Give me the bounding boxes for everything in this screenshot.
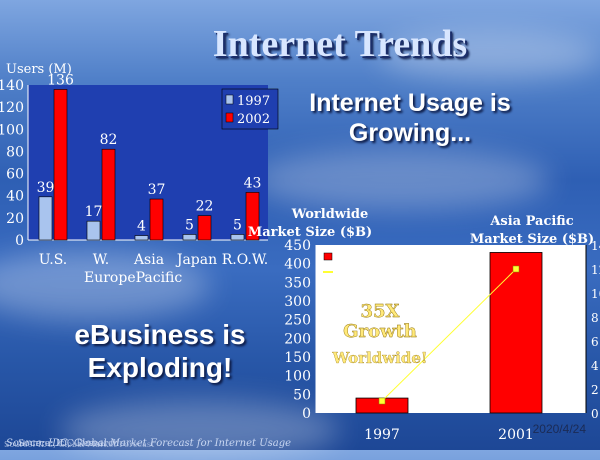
users-x-tick-label: R.O.W. (222, 252, 269, 268)
market-line-asia-pacific (381, 268, 517, 402)
market-size-chart: 0 50 100 150 200 250 300 350 400 450 0 2 4 6 8 10 12 14 Wo… (248, 207, 600, 443)
users-x-tick-label: Asia (133, 252, 164, 268)
market-left-tick-label: 450 (284, 238, 311, 254)
users-bar-1997 (182, 234, 197, 241)
market-right-tick-label: 10 (591, 287, 600, 301)
users-bar-2002 (197, 215, 212, 241)
market-left-tick-label: 50 (293, 387, 311, 403)
users-bar-1997 (86, 220, 101, 241)
users-y-tick-label: 0 (15, 233, 24, 249)
users-y-tick-label: 140 (0, 78, 24, 94)
users-y-tick-label: 40 (6, 189, 24, 205)
market-legend-label: Worldwide (336, 250, 401, 264)
market-right-tick-label: 0 (591, 407, 599, 421)
users-value-label: 82 (100, 132, 118, 148)
users-x-tick-label: W. (93, 252, 109, 268)
market-line-marker (378, 397, 386, 405)
market-left-tick-label: 200 (284, 331, 311, 347)
market-right-tick-label: 12 (591, 263, 600, 277)
market-left-tick-label: 150 (284, 350, 311, 366)
users-legend-swatch-2002 (225, 112, 234, 123)
users-x-tick-label: U.S. (39, 252, 68, 268)
users-bar-1997 (230, 234, 245, 241)
market-left-title-line2: Market Size ($B) (248, 225, 372, 240)
market-right-title-line2: Market Size ($B) (470, 232, 594, 247)
usage-headline: Internet Usage is Growing... (309, 89, 511, 147)
market-right-tick-label: 8 (591, 311, 599, 325)
slide-title: Internet Trends (212, 23, 468, 65)
users-value-label: 4 (137, 219, 146, 235)
market-left-tick-label: 250 (284, 313, 311, 329)
users-legend-label: 1997 (237, 94, 270, 109)
users-value-label: 22 (196, 199, 214, 215)
market-right-tick-label: 14 (591, 239, 600, 253)
users-value-label: 43 (244, 175, 262, 191)
market-left-title-line1: Worldwide (291, 207, 369, 222)
market-right-tick-label: 2 (591, 383, 599, 397)
users-bar-2002 (53, 89, 68, 241)
market-left-tick-label: 350 (284, 275, 311, 291)
market-x-tick-label: 1997 (364, 427, 400, 443)
ebusiness-headline: eBusiness is Exploding! (74, 319, 246, 383)
market-x-tick-label: 2001 (498, 427, 534, 443)
users-bar-2002 (101, 148, 116, 241)
market-line-marker (512, 265, 520, 273)
market-legend (320, 247, 404, 281)
users-bar-2002 (245, 192, 260, 241)
market-right-tick-label: 4 (591, 359, 599, 373)
footer-source-overlap-2: Source: IDC Research (18, 439, 120, 449)
slide-number: 2020/4/24 (532, 422, 586, 436)
users-value-label: 39 (37, 180, 55, 196)
users-value-label: 5 (233, 217, 242, 233)
market-legend-swatch-worldwide (323, 252, 333, 261)
users-y-tick-label: 60 (6, 167, 24, 183)
market-left-tick-label: 100 (284, 369, 311, 385)
users-y-tick-label: 100 (0, 122, 24, 138)
market-bar-worldwide (489, 252, 543, 414)
users-y-tick-label: 20 (6, 211, 24, 227)
growth-annotation-scope: Worldwide! (332, 349, 428, 367)
users-y-axis-label: Users (M) (6, 62, 72, 77)
users-value-label: 37 (148, 182, 166, 198)
market-left-tick-label: 0 (302, 406, 311, 422)
users-bar-1997 (38, 196, 53, 241)
users-x-tick-label: Japan (175, 252, 217, 268)
market-left-tick-label: 300 (284, 294, 311, 310)
users-bar-2002 (149, 198, 164, 241)
market-left-tick-label: 400 (284, 257, 311, 273)
growth-annotation-multiplier: 35X (360, 301, 399, 322)
users-legend-swatch-1997 (225, 94, 234, 105)
market-legend-label: Asia Pacific (335, 266, 400, 279)
users-value-label: 136 (47, 72, 74, 88)
footer-source-overlap-1: Source: IDC, Global Market Forecast (4, 440, 155, 449)
users-y-tick-label: 120 (0, 100, 24, 116)
users-value-label: 17 (85, 204, 103, 220)
market-right-title-line1: Asia Pacific (489, 214, 573, 229)
users-y-tick-label: 80 (6, 144, 24, 160)
market-right-tick-label: 6 (591, 335, 599, 349)
users-value-label: 5 (185, 217, 194, 233)
footer-source: Source: IDC, Global Market Forecast for … (6, 438, 292, 449)
users-legend-label: 2002 (237, 112, 270, 127)
users-bar-1997 (134, 235, 149, 241)
growth-annotation-label: Growth (343, 321, 417, 342)
users-x-tick-label-line2: EuropePacific (84, 270, 182, 286)
